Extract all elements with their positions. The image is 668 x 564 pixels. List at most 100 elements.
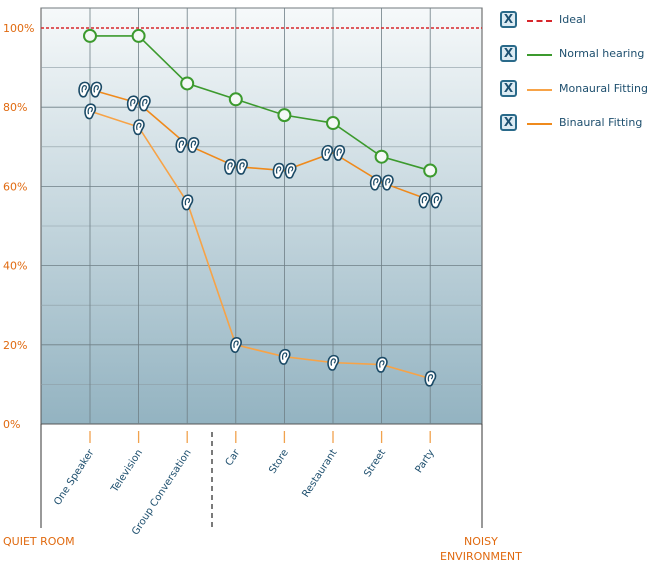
ear-inner (330, 358, 336, 366)
ear-outline (126, 95, 139, 112)
x-tick-label: One Speaker (52, 447, 97, 508)
y-tick-label: 40% (3, 260, 27, 273)
legend-label-ideal: Ideal (559, 13, 586, 26)
point-binaural-fitting (272, 162, 297, 179)
legend-item-normal-hearing: X Normal hearing (500, 45, 668, 67)
right-ear-icon (138, 95, 151, 112)
legend-swatch-monaural-fitting (527, 89, 552, 91)
series-line-normal-hearing (90, 35, 431, 172)
left-ear-icon (418, 192, 431, 209)
point-binaural-fitting (321, 144, 346, 161)
left-ear-icon (224, 158, 236, 175)
ear-inner (87, 106, 93, 115)
grid (41, 7, 482, 424)
y-tick-label: 100% (3, 22, 34, 35)
point-normal-hearing (423, 163, 438, 178)
noisy-environment-line2: ENVIRONMENT (440, 550, 522, 563)
legend-item-ideal: X Ideal (500, 11, 668, 33)
point-monaural-fitting (327, 354, 340, 371)
ear-inner (81, 85, 87, 93)
ear-outline (375, 356, 388, 373)
legend-swatch-binaural-fitting (527, 123, 552, 125)
y-tick-label: 80% (3, 101, 27, 114)
x-tick-label: Store (267, 448, 291, 476)
ear-outline (187, 137, 200, 153)
x-tick-label: Television (109, 448, 145, 496)
quiet-room-label: QUIET ROOM (3, 535, 75, 548)
right-ear-icon (90, 81, 103, 98)
ear-outline (327, 354, 340, 371)
ear-outline (369, 174, 382, 191)
ear-outline (78, 81, 91, 98)
series-layer (78, 28, 443, 387)
noisy-environment-label: NOISY ENVIRONMENT (440, 534, 522, 564)
ear-outline (430, 192, 443, 209)
legend-label-monaural-fitting: Monaural Fitting (559, 82, 648, 95)
ear-inner (385, 178, 391, 186)
point-monaural-fitting (181, 194, 194, 211)
ear-inner (184, 197, 191, 206)
ear-outline (138, 95, 151, 112)
ear-outline (132, 119, 145, 136)
y-tick-label: 60% (3, 180, 27, 193)
ear-outline (284, 162, 297, 179)
noisy-environment-line1: NOISY (464, 535, 498, 548)
left-ear-icon (272, 162, 285, 179)
point-normal-hearing (374, 149, 389, 164)
y-tick-label: 0% (3, 418, 20, 431)
ear-inner (427, 374, 434, 382)
point-binaural-fitting (175, 137, 200, 153)
ear-inner (190, 140, 197, 148)
ear-inner (130, 98, 136, 107)
legend-label-binaural-fitting: Binaural Fitting (559, 116, 643, 129)
plot-area (40, 7, 483, 425)
y-axis: 0% 20% 40% 60% 80% 100% (3, 22, 34, 431)
right-ear-icon (236, 158, 248, 175)
legend-label-normal-hearing: Normal hearing (559, 47, 645, 60)
point-normal-hearing (131, 28, 146, 43)
x-tick-label: Party (414, 448, 437, 476)
toggle-monaural-fitting-checkbox[interactable]: X (500, 80, 517, 97)
point-binaural-fitting (224, 158, 248, 175)
ear-outline (181, 194, 194, 211)
ear-outline (224, 158, 236, 175)
point-binaural-fitting (78, 81, 103, 98)
point-monaural-fitting (230, 337, 242, 353)
ear-outline (175, 137, 188, 153)
ear-inner (373, 178, 379, 186)
ear-inner (336, 148, 342, 156)
point-normal-hearing (228, 92, 243, 107)
point-normal-hearing (326, 116, 340, 131)
ear-outline (424, 370, 437, 387)
ear-inner (178, 140, 185, 148)
ear-outline (90, 81, 103, 98)
ear-inner (379, 360, 385, 368)
point-binaural-fitting (369, 174, 394, 191)
toggle-binaural-fitting-checkbox[interactable]: X (500, 114, 517, 131)
left-ear-icon (126, 95, 139, 112)
ear-outline (418, 192, 431, 209)
legend-item-binaural-fitting: X Binaural Fitting (500, 114, 668, 136)
ear-outline (278, 348, 291, 365)
legend-item-monaural-fitting: X Monaural Fitting (500, 80, 668, 102)
y-tick-label: 20% (3, 339, 27, 352)
ear-inner (239, 162, 245, 170)
point-monaural-fitting (132, 119, 145, 136)
right-ear-icon (333, 144, 346, 161)
left-ear-icon (78, 81, 91, 98)
ear-outline (272, 162, 285, 179)
toggle-ideal-checkbox[interactable]: X (500, 11, 517, 28)
x-tick-label: Restaurant (300, 448, 339, 500)
ear-inner (227, 162, 233, 170)
ear-inner (287, 166, 294, 174)
left-ear-icon (321, 144, 334, 161)
left-ear-icon (175, 137, 188, 153)
right-ear-icon (187, 137, 200, 153)
toggle-normal-hearing-checkbox[interactable]: X (500, 45, 517, 62)
ear-inner (433, 195, 440, 204)
legend-swatch-normal-hearing (527, 54, 552, 56)
point-monaural-fitting (375, 356, 388, 373)
ear-outline (321, 144, 334, 161)
ear-inner (136, 122, 142, 131)
